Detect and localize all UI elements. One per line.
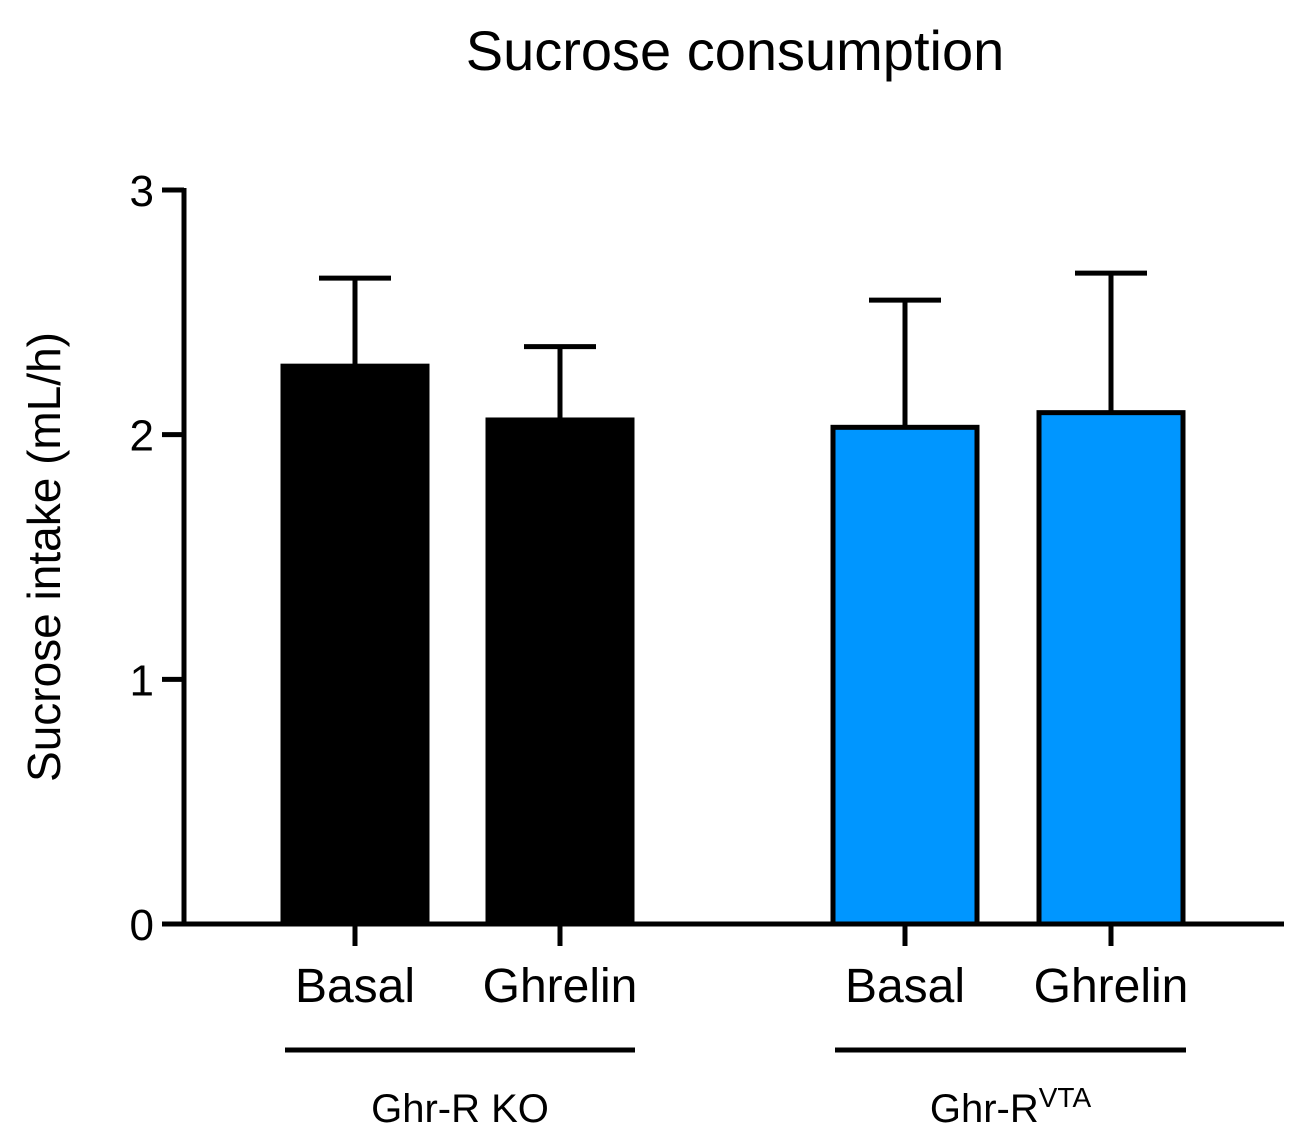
x-category-label: Ghrelin bbox=[483, 960, 638, 1013]
chart-title: Sucrose consumption bbox=[466, 19, 1005, 82]
x-category-label: Ghrelin bbox=[1034, 960, 1189, 1013]
bar bbox=[280, 363, 430, 927]
x-category-label: Basal bbox=[845, 960, 965, 1013]
y-tick-label: 1 bbox=[130, 656, 154, 705]
y-axis-label: Sucrose intake (mL/h) bbox=[18, 332, 70, 782]
group-label: Ghr-RVTA bbox=[930, 1082, 1092, 1132]
x-category-label: Basal bbox=[295, 960, 415, 1013]
bar bbox=[830, 424, 980, 927]
group-label: Ghr-R KO bbox=[371, 1087, 549, 1131]
group-label-superscript: VTA bbox=[1039, 1082, 1092, 1113]
y-tick-label: 3 bbox=[130, 167, 154, 216]
bar bbox=[485, 417, 635, 927]
y-tick-label: 2 bbox=[130, 412, 154, 461]
bar bbox=[1036, 410, 1186, 927]
y-tick-label: 0 bbox=[130, 901, 154, 950]
